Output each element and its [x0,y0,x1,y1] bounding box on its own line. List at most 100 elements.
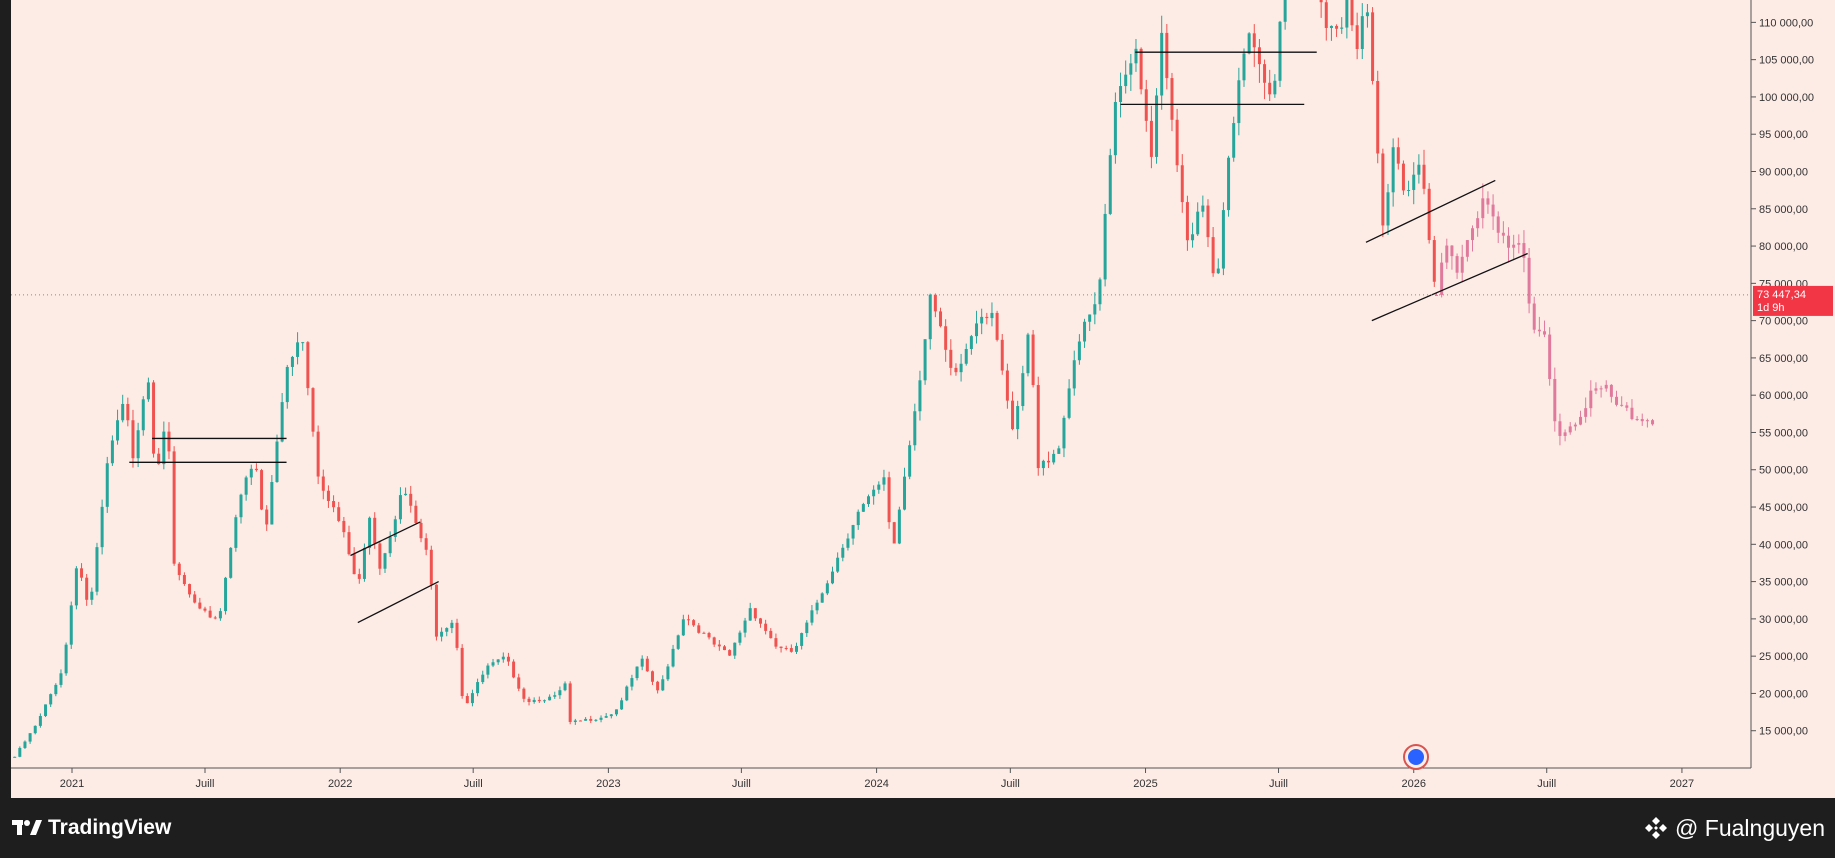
event-marker[interactable] [1403,744,1429,770]
projection-candle [1645,420,1649,422]
candle [1170,78,1174,120]
candle [311,388,315,432]
candle [419,522,423,539]
candle [553,695,557,697]
candle [1211,237,1215,274]
candle [1427,188,1431,241]
price-label-countdown: 1d 9h [1757,302,1785,314]
candle [465,696,469,704]
candle [506,656,510,662]
projection-candle [1594,388,1598,391]
candle [352,554,356,575]
candle [450,622,454,629]
candle [712,637,716,645]
candle [1407,189,1411,191]
candle [434,584,438,637]
y-tick-label: 100 000,00 [1759,92,1814,104]
candle [578,720,582,722]
x-tick-label: Juill [464,778,483,790]
projection-candle [1517,243,1521,245]
projection-candle [1630,407,1634,420]
candle [1067,388,1071,418]
candle [1401,163,1405,191]
candle [141,399,145,431]
candle [116,420,120,441]
candle [589,718,593,721]
candle [1180,165,1184,203]
candle [676,635,680,649]
candle [265,509,269,525]
candle [234,517,238,548]
candle [666,666,670,680]
axes-layer: 15 000,00 20 000,00 25 000,00 30 000,00 35 0… [11,0,1814,790]
candle [1340,27,1344,29]
candle [326,490,330,502]
projection-candle [1435,294,1439,296]
candle [609,714,613,717]
candle [1021,373,1025,407]
candle [44,704,48,717]
projection-candle [1450,245,1454,257]
x-tick-label: 2025 [1133,778,1157,790]
candle [254,468,258,471]
candle [218,611,222,619]
candle [975,323,979,337]
projection-candle [1625,405,1629,408]
candle [944,326,948,350]
candle [208,610,212,618]
candle [959,363,963,373]
candle [928,294,932,340]
candle [378,543,382,569]
candle [1422,164,1426,189]
projection-candle [1553,378,1557,422]
candle [707,633,711,638]
candle [681,619,685,636]
candle [152,382,156,454]
candle [1257,47,1261,65]
candle [1412,174,1416,190]
candle [1011,400,1015,430]
price-chart[interactable]: 15 000,00 20 000,00 25 000,00 30 000,00 35 0… [11,0,1835,798]
candle [599,717,603,720]
candle [517,677,521,689]
y-tick-label: 60 000,00 [1759,390,1808,402]
candle [645,658,649,672]
candle [568,683,572,722]
drawn-lines-layer [129,51,1528,624]
y-tick-label: 80 000,00 [1759,241,1808,253]
y-tick-label: 105 000,00 [1759,55,1814,67]
candle [548,696,552,701]
trend-line [1365,179,1496,243]
candle [728,650,732,656]
x-tick-label: Juill [196,778,215,790]
candle [532,699,536,702]
x-tick-label: 2027 [1670,778,1694,790]
candle [1396,147,1400,164]
candle [1386,192,1390,226]
projection-candle [1609,384,1613,397]
candle [90,591,94,600]
candle [1391,147,1395,193]
trend-line [357,581,439,624]
candle [764,623,768,631]
projection-candle [1579,416,1583,425]
candle [800,633,804,646]
y-tick-label: 55 000,00 [1759,427,1808,439]
candle [650,671,654,682]
candle [1319,0,1323,3]
candle [1026,334,1030,374]
candle [362,547,366,579]
projection-candle [1440,262,1444,295]
tradingview-brand[interactable]: TradingView [12,814,171,842]
projection-candle [1481,198,1485,219]
candle [290,356,294,367]
candle [110,440,114,464]
candle [501,656,505,660]
candle [64,644,68,674]
candle [146,382,150,400]
candle [872,489,876,497]
x-tick-label: Juill [732,778,751,790]
candle [162,431,166,465]
candle [1191,234,1195,241]
event-marker-icon [1408,749,1424,765]
